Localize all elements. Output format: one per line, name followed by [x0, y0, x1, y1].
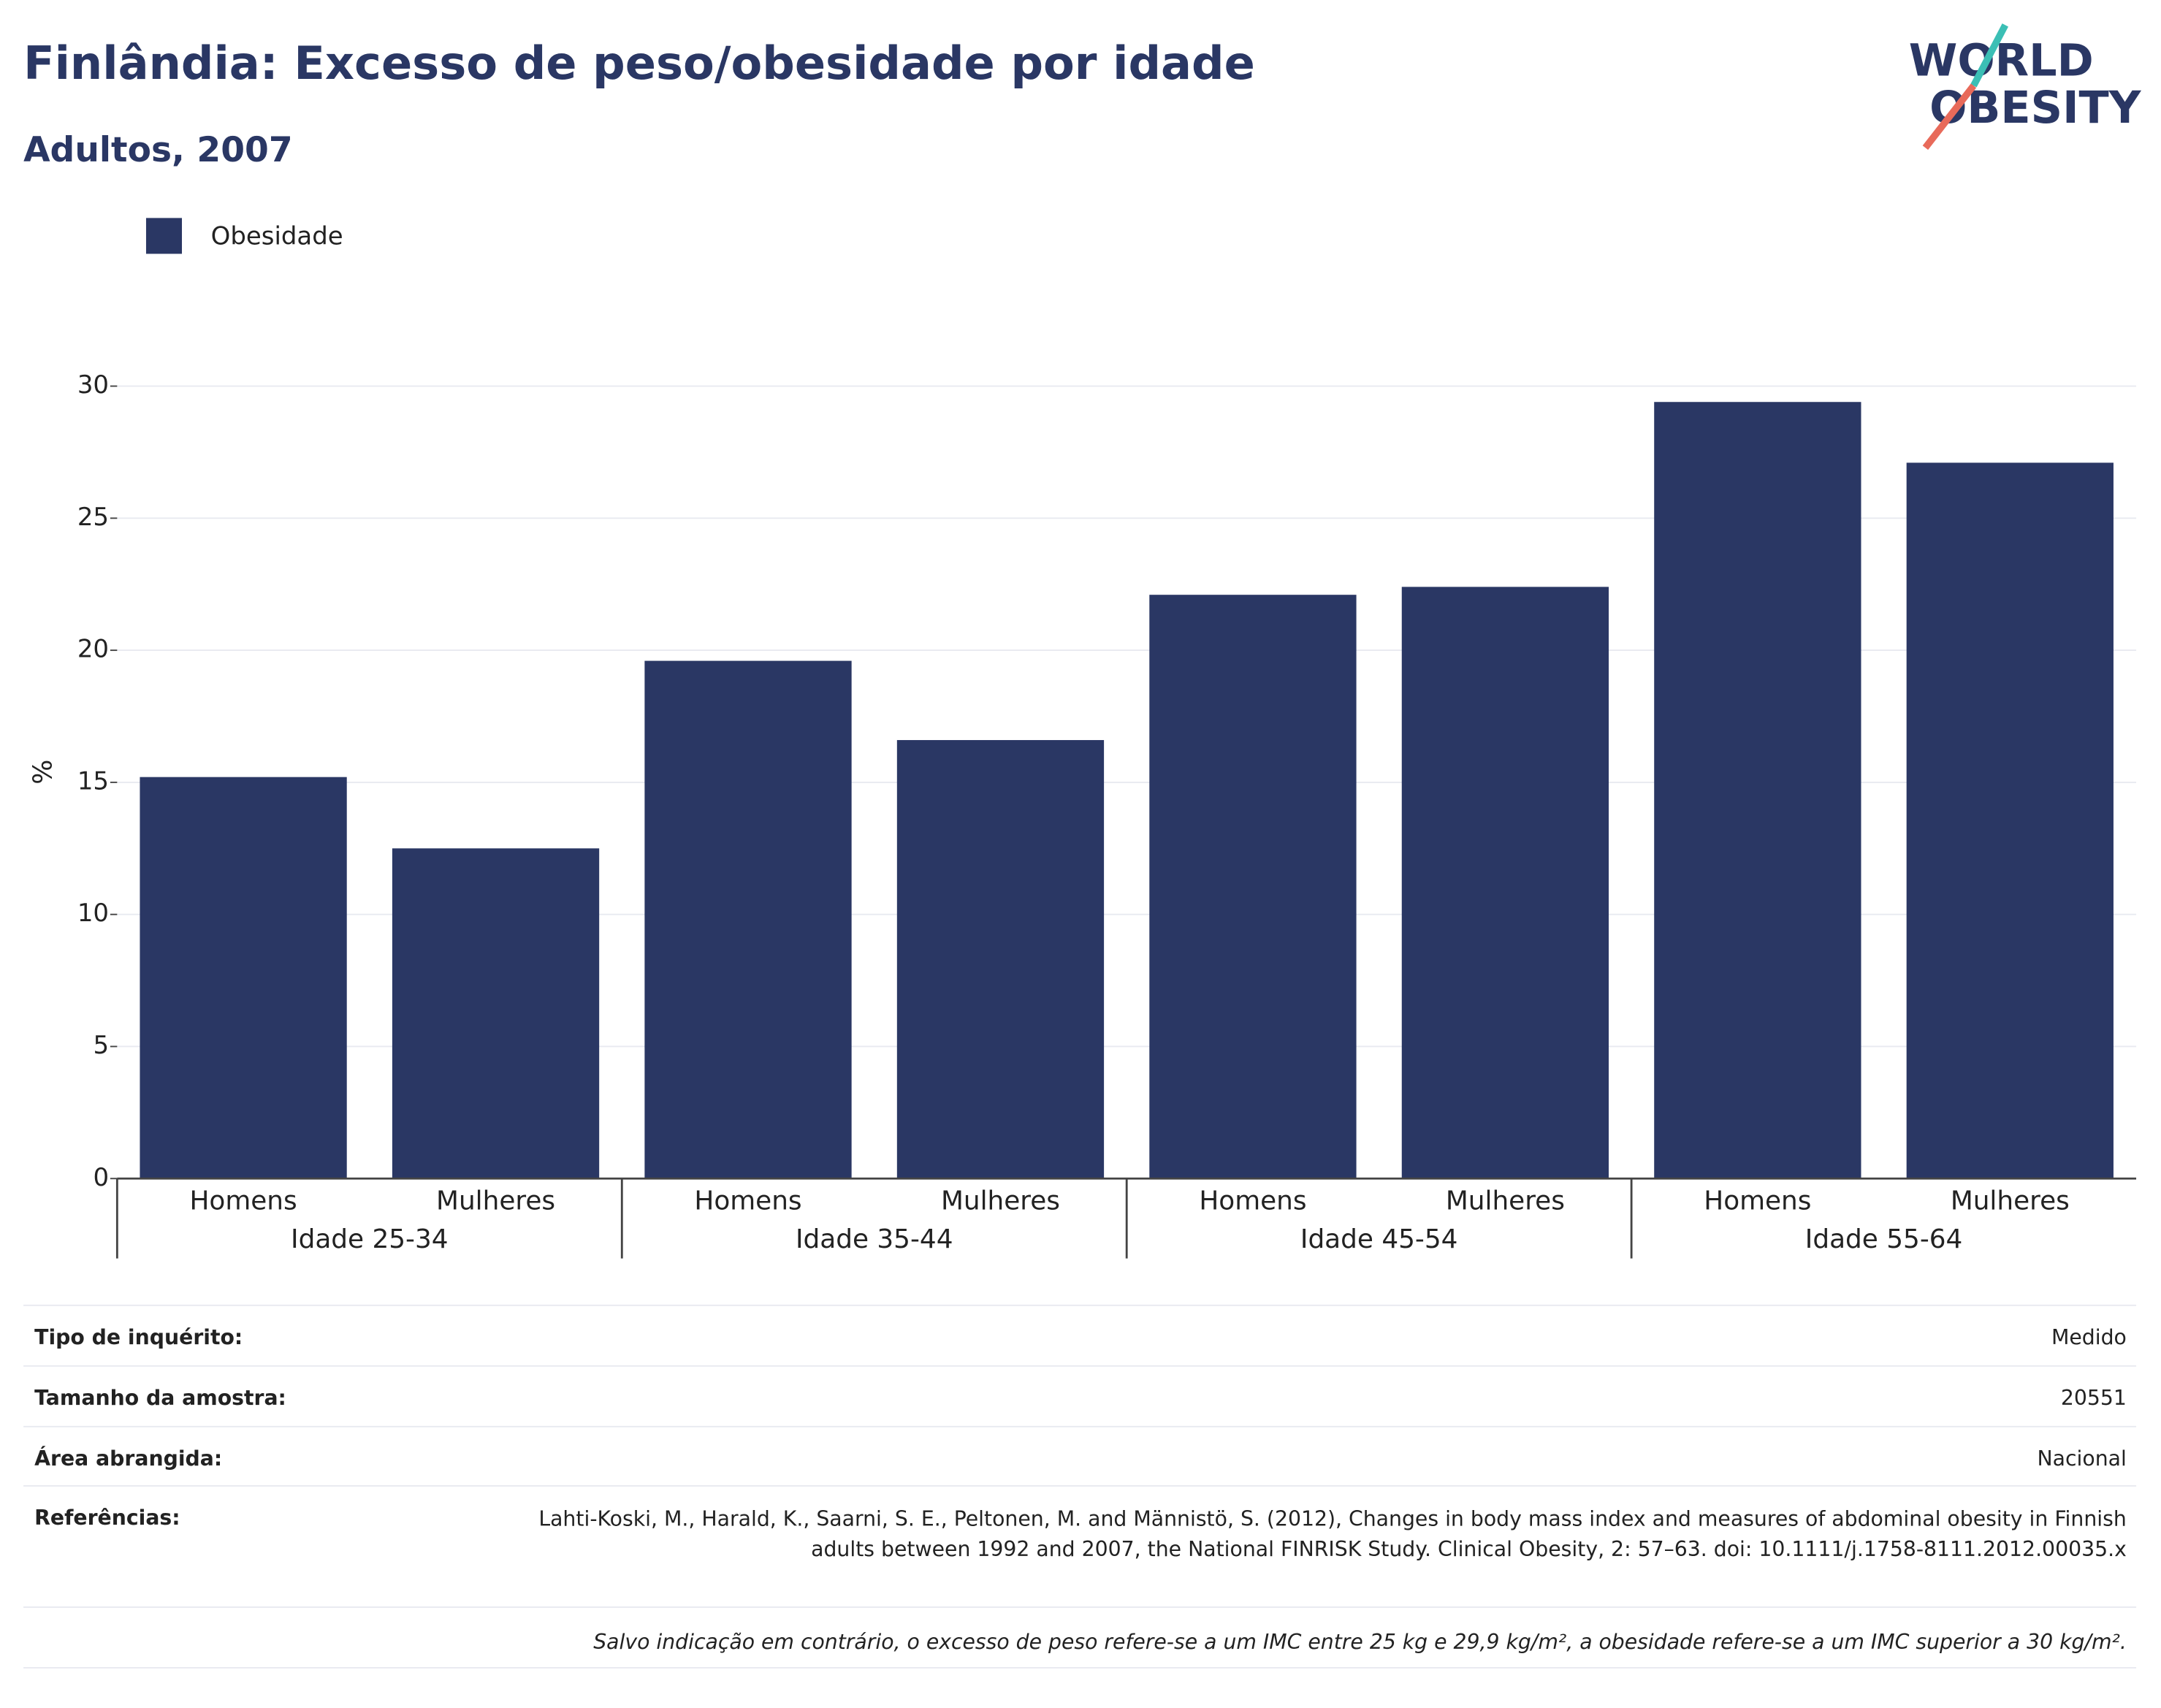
- x-tick-label: Mulheres: [1951, 1186, 2070, 1216]
- row-label: Área abrangida:: [34, 1446, 222, 1471]
- logo-text: OBESITY: [1929, 83, 2142, 134]
- y-tick-label: 25: [77, 503, 109, 532]
- y-tick-label: 30: [77, 370, 109, 400]
- footnote: Salvo indicação em contrário, o excesso …: [593, 1630, 2127, 1654]
- x-tick-label: Mulheres: [941, 1186, 1060, 1216]
- x-tick-label: Homens: [189, 1186, 297, 1216]
- bar: [392, 848, 600, 1179]
- x-tick-label: Mulheres: [436, 1186, 555, 1216]
- row-value: 20551: [2061, 1386, 2127, 1410]
- y-tick-label: 0: [93, 1163, 109, 1192]
- y-axis-label: %: [28, 760, 58, 785]
- legend-swatch: [145, 218, 183, 254]
- bar: [1906, 462, 2114, 1179]
- row-value: Medido: [2051, 1325, 2127, 1349]
- y-tick-label: 20: [77, 635, 109, 664]
- group-label: Idade 35-44: [796, 1224, 953, 1254]
- chart-title: Finlândia: Excesso de peso/obesidade por…: [23, 37, 1255, 90]
- logo: WORLD OBESITY: [1909, 23, 2142, 150]
- y-tick-label: 10: [77, 899, 109, 928]
- row-value: Nacional: [2038, 1446, 2127, 1471]
- logo-slash: [1970, 23, 2009, 88]
- chart-subtitle: Adultos, 2007: [23, 130, 293, 170]
- bar: [140, 777, 347, 1179]
- x-tick-label: Mulheres: [1446, 1186, 1565, 1216]
- row-label: Tipo de inquérito:: [34, 1325, 243, 1349]
- bar: [1401, 587, 1609, 1179]
- bar: [896, 740, 1105, 1179]
- row-value: Lahti-Koski, M., Harald, K., Saarni, S. …: [538, 1506, 2127, 1562]
- row-label: Referências:: [34, 1506, 180, 1530]
- x-tick-label: Homens: [1199, 1186, 1306, 1216]
- bar: [1654, 402, 1861, 1179]
- legend-label: Obesidade: [211, 221, 343, 251]
- group-label: Idade 55-64: [1805, 1224, 1963, 1254]
- x-tick-label: Homens: [1704, 1186, 1811, 1216]
- group-label: Idade 25-34: [291, 1224, 449, 1254]
- group-label: Idade 45-54: [1300, 1224, 1458, 1254]
- y-tick-label: 5: [93, 1031, 109, 1060]
- row-label: Tamanho da amostra:: [34, 1386, 286, 1410]
- y-tick-label: 15: [77, 766, 109, 796]
- logo-slash: [1922, 83, 1977, 150]
- x-tick-label: Homens: [694, 1186, 801, 1216]
- logo-text: WORLD: [1909, 36, 2094, 87]
- bar: [644, 660, 852, 1179]
- reference-box: Lahti-Koski, M., Harald, K., Saarni, S. …: [538, 1506, 2127, 1562]
- bar: [1149, 595, 1357, 1179]
